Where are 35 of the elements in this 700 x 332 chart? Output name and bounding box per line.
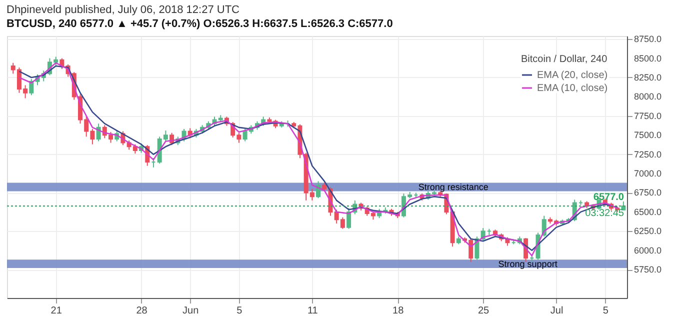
y-tick-label: 8250.0 <box>634 72 662 82</box>
y-tick-label: 7500.0 <box>634 130 662 140</box>
x-tick-label: Jun <box>182 306 199 316</box>
legend-label: EMA (20, close) <box>537 70 608 81</box>
band-label: Strong support <box>498 258 558 269</box>
chart-title: Dhpineveld published, July 06, 2018 12:27 UTC <box>6 4 240 16</box>
y-tick-label: 6750.0 <box>634 188 662 198</box>
x-tick-label: 18 <box>392 306 404 316</box>
x-tick-label: 21 <box>50 306 62 316</box>
x-tick-label: 28 <box>136 306 148 316</box>
legend-title: Bitcoin / Dollar, 240 <box>521 54 608 65</box>
y-tick-label: 6000.0 <box>634 245 662 256</box>
candlestick <box>96 123 101 142</box>
x-tick-label: 5 <box>602 306 609 316</box>
y-tick-label: 7000.0 <box>634 168 662 179</box>
x-tick-label: 11 <box>307 306 318 316</box>
x-tick-label: Jul <box>550 306 564 316</box>
y-tick-label: 7750.0 <box>634 110 662 121</box>
ref-line-label: 6577.0 <box>593 192 624 204</box>
y-tick-label: 8000.0 <box>634 92 662 102</box>
candlestick <box>316 180 321 199</box>
band-label: Strong resistance <box>418 182 488 192</box>
y-tick-label: 8500.0 <box>634 53 662 64</box>
chart-subtitle: BTCUSD, 240 6577.0 ▲ +45.7 (+0.7%) O:6526.3 H:6637.5 L:6526.3 C:6577.0 <box>6 18 393 30</box>
annotation: 03:32:45 <box>585 208 624 220</box>
y-tick-label: 7250.0 <box>634 149 662 160</box>
y-tick-label: 8750.0 <box>634 34 662 44</box>
y-tick-label: 6500.0 <box>634 206 662 217</box>
candlestick <box>29 78 34 96</box>
x-tick-label: 25 <box>478 306 490 316</box>
candlestick <box>346 208 352 230</box>
y-tick-label: 5750.0 <box>634 264 662 275</box>
y-tick-label: 6250.0 <box>634 226 662 236</box>
x-tick-label: 5 <box>236 306 243 316</box>
legend-label: EMA (10, close) <box>537 83 608 94</box>
